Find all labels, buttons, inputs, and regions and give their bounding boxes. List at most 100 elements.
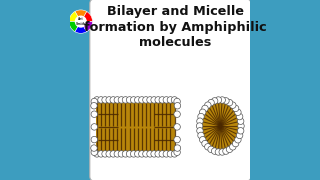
Wedge shape — [69, 12, 81, 22]
Circle shape — [196, 123, 203, 129]
Circle shape — [91, 149, 98, 156]
Circle shape — [159, 151, 165, 157]
Circle shape — [147, 97, 153, 103]
Text: Ani
Smith: Ani Smith — [76, 17, 86, 26]
Circle shape — [174, 111, 180, 118]
Circle shape — [208, 99, 214, 106]
Circle shape — [114, 97, 121, 103]
Circle shape — [91, 111, 98, 118]
Circle shape — [235, 136, 241, 143]
Circle shape — [226, 146, 233, 153]
Circle shape — [114, 151, 121, 157]
Circle shape — [98, 97, 104, 103]
Circle shape — [171, 97, 178, 103]
Circle shape — [122, 97, 129, 103]
Circle shape — [139, 97, 145, 103]
Circle shape — [131, 97, 137, 103]
Circle shape — [212, 148, 218, 154]
Circle shape — [235, 109, 241, 116]
Circle shape — [212, 98, 218, 104]
Circle shape — [106, 97, 112, 103]
Circle shape — [91, 98, 98, 105]
Circle shape — [118, 151, 125, 157]
Circle shape — [94, 97, 100, 103]
Circle shape — [232, 105, 239, 112]
Circle shape — [208, 146, 214, 153]
Circle shape — [126, 151, 133, 157]
Circle shape — [174, 145, 181, 151]
Circle shape — [204, 102, 211, 108]
Circle shape — [197, 118, 203, 124]
Circle shape — [202, 105, 208, 112]
Circle shape — [174, 102, 181, 109]
Circle shape — [155, 97, 161, 103]
Circle shape — [226, 99, 233, 106]
Circle shape — [139, 151, 145, 157]
Circle shape — [198, 132, 204, 139]
Circle shape — [159, 97, 165, 103]
Circle shape — [199, 136, 206, 143]
Circle shape — [167, 151, 174, 157]
Circle shape — [204, 144, 211, 150]
Circle shape — [94, 151, 100, 157]
Circle shape — [174, 124, 180, 130]
Circle shape — [174, 149, 180, 156]
Circle shape — [223, 148, 229, 154]
Circle shape — [106, 151, 112, 157]
Wedge shape — [81, 22, 92, 32]
Circle shape — [102, 151, 108, 157]
Circle shape — [232, 140, 239, 147]
Circle shape — [151, 97, 157, 103]
Ellipse shape — [201, 102, 239, 150]
Circle shape — [155, 151, 161, 157]
Circle shape — [163, 151, 170, 157]
Circle shape — [229, 102, 236, 108]
Circle shape — [167, 97, 174, 103]
Circle shape — [91, 145, 97, 151]
Bar — [96, 103, 175, 151]
Circle shape — [118, 97, 125, 103]
Circle shape — [219, 97, 226, 103]
Circle shape — [236, 132, 243, 139]
Circle shape — [91, 136, 98, 143]
Circle shape — [151, 151, 157, 157]
Circle shape — [110, 97, 116, 103]
Text: Bilayer and Micelle
formation by Amphiphilic
molecules: Bilayer and Micelle formation by Amphiph… — [84, 5, 267, 49]
Circle shape — [98, 151, 104, 157]
Circle shape — [215, 149, 222, 155]
Circle shape — [134, 97, 141, 103]
Circle shape — [131, 151, 137, 157]
Circle shape — [147, 151, 153, 157]
Circle shape — [237, 128, 244, 134]
Circle shape — [110, 151, 116, 157]
Circle shape — [174, 98, 180, 105]
Circle shape — [134, 151, 141, 157]
Circle shape — [122, 151, 129, 157]
Circle shape — [223, 98, 229, 104]
FancyBboxPatch shape — [90, 0, 251, 180]
Circle shape — [197, 128, 203, 134]
Wedge shape — [69, 22, 81, 32]
Circle shape — [75, 15, 87, 28]
Circle shape — [238, 123, 244, 129]
Circle shape — [163, 97, 170, 103]
Circle shape — [199, 109, 206, 116]
Circle shape — [198, 113, 204, 120]
Circle shape — [91, 102, 97, 109]
Circle shape — [215, 97, 222, 103]
Circle shape — [237, 118, 244, 124]
Circle shape — [236, 113, 243, 120]
Circle shape — [202, 140, 208, 147]
Circle shape — [143, 97, 149, 103]
Wedge shape — [75, 22, 87, 33]
Circle shape — [219, 149, 226, 155]
Circle shape — [229, 144, 236, 150]
Circle shape — [126, 97, 133, 103]
Circle shape — [91, 124, 98, 130]
Circle shape — [102, 97, 108, 103]
Circle shape — [143, 151, 149, 157]
Wedge shape — [75, 10, 87, 22]
Circle shape — [171, 151, 178, 157]
Circle shape — [174, 136, 180, 143]
Wedge shape — [81, 12, 92, 22]
